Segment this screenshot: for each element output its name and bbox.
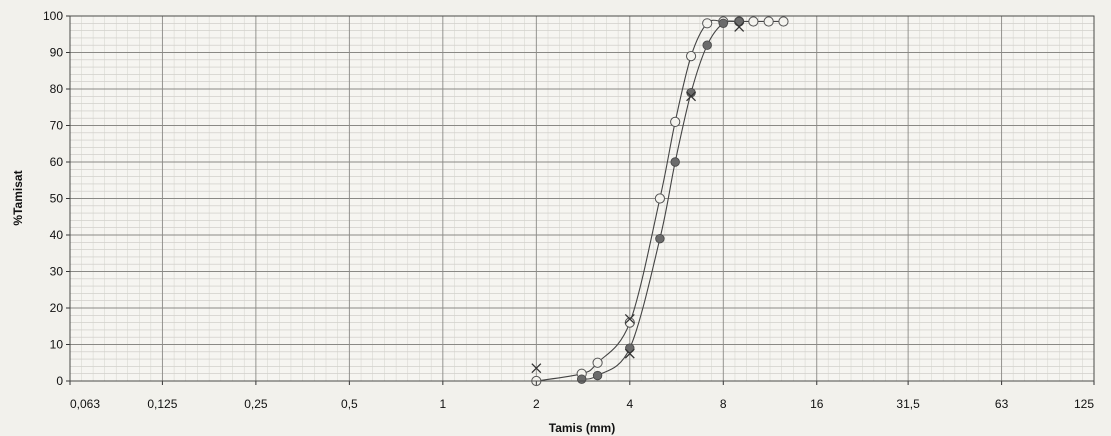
series-2-point [592,370,603,381]
x-tick-label: 1 [439,397,446,411]
plot-frame [69,15,1095,382]
y-tick-label: 30 [50,265,64,279]
series-3-point [734,21,745,32]
x-tick-label: 4 [626,397,633,411]
y-tick-label: 80 [50,82,64,96]
series-1-point [592,357,603,368]
series-2-point [670,157,680,167]
series-1-point [748,16,759,27]
series-1-point [654,193,665,204]
series-1-point [702,18,713,29]
y-tick-label: 90 [50,46,64,60]
series-1-point [670,116,681,127]
x-tick-label: 0,125 [147,397,177,411]
x-tick-label: 2 [533,397,540,411]
series-2-point [734,16,744,27]
y-tick-label: 40 [50,228,64,242]
x-tick-label: 63 [995,397,1009,411]
series-2-point [655,233,665,244]
axis-layer: 0 10 20 30 40 50 60 70 80 90 100 0,063 0,125 0,25 0,5 1… [43,9,1095,411]
x-tick-label: 125 [1074,397,1094,411]
series-1-point [624,317,635,328]
series-3-point [531,363,542,374]
y-tick-label: 0 [56,374,63,388]
series-2-point [718,18,728,29]
y-tick-label: 70 [50,119,64,133]
series-1-point [763,16,774,27]
series-3-point [624,348,635,359]
x-tick-label: 0,5 [341,397,358,411]
series-1-point [778,16,789,27]
y-tick-label: 20 [50,301,64,315]
y-tick-label: 10 [50,338,64,352]
series-2-point [625,343,635,353]
marker-layer [531,16,789,387]
x-tick-label: 8 [720,397,727,411]
x-tick-label: 16 [810,397,824,411]
series-3-point [624,313,635,324]
x-tick-label: 31,5 [896,397,920,411]
y-tick-label: 100 [43,9,63,23]
y-axis-title: %Tamisat [11,170,25,225]
y-tick-label: 50 [50,192,64,206]
x-tick-label: 0,063 [70,397,100,411]
x-tick-label: 0,25 [244,397,268,411]
series-2-point [702,40,712,50]
y-tick-label: 60 [50,155,64,169]
series-1-point [685,51,697,62]
series-2-point [576,374,587,384]
series-3-point [686,91,697,102]
x-axis-title: Tamis (mm) [549,421,615,435]
